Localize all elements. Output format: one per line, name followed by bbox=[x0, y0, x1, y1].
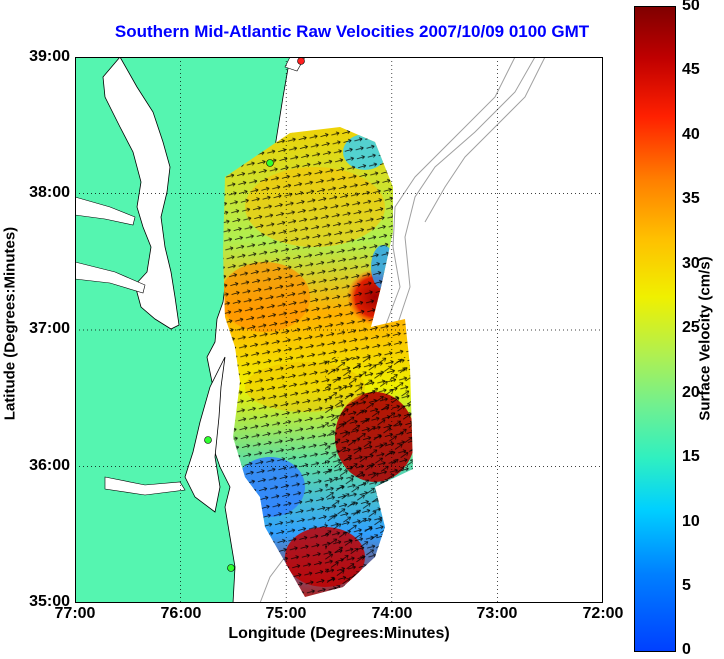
x-tick-label: 74:00 bbox=[371, 605, 413, 622]
river-1 bbox=[75, 196, 136, 226]
colorbar-tick: 45 bbox=[682, 61, 700, 78]
colorbar-tick: 10 bbox=[682, 513, 700, 530]
radar-station-marker[interactable] bbox=[266, 159, 274, 167]
y-tick-label: 35:00 bbox=[29, 593, 70, 610]
x-tick-label: 72:00 bbox=[582, 605, 624, 622]
colorbar-tick: 50 bbox=[682, 0, 700, 14]
y-tick-label: 36:00 bbox=[29, 457, 70, 474]
colorbar bbox=[634, 6, 676, 652]
y-axis-label: Latitude (Degrees:Minutes) bbox=[1, 226, 19, 421]
figure-title: Southern Mid-Atlantic Raw Velocities 200… bbox=[114, 22, 590, 41]
sound-water bbox=[184, 356, 226, 513]
colorbar-tick: 40 bbox=[682, 126, 700, 143]
radar-station-marker[interactable] bbox=[227, 564, 235, 572]
grid-lines bbox=[75, 57, 603, 603]
colorbar-tick: 25 bbox=[682, 319, 700, 336]
x-tick-label: 77:00 bbox=[54, 605, 96, 622]
river-3 bbox=[104, 476, 186, 496]
y-tick-label: 37:00 bbox=[29, 320, 70, 337]
x-axis-label: Longitude (Degrees:Minutes) bbox=[228, 625, 450, 642]
y-tick-label: 39:00 bbox=[29, 48, 70, 65]
river-2 bbox=[75, 261, 146, 294]
radar-station-marker[interactable] bbox=[297, 57, 305, 65]
colorbar-tick: 30 bbox=[682, 255, 700, 272]
depth-contours bbox=[259, 57, 546, 603]
colorbar-tick: 35 bbox=[682, 190, 700, 207]
colorbar-tick: 15 bbox=[682, 448, 700, 465]
x-tick-label: 75:00 bbox=[265, 605, 307, 622]
chesapeake-bay bbox=[102, 57, 180, 330]
y-tick-label: 38:00 bbox=[29, 184, 70, 201]
colorbar-tick: 20 bbox=[682, 384, 700, 401]
map-plot-area[interactable] bbox=[75, 57, 603, 603]
map-svg bbox=[75, 57, 603, 603]
colorbar-label: Surface Velocity (cm/s) bbox=[696, 256, 714, 421]
velocity-field bbox=[223, 127, 413, 597]
x-tick-label: 76:00 bbox=[160, 605, 202, 622]
radar-station-marker[interactable] bbox=[204, 436, 212, 444]
colorbar-tick: 5 bbox=[682, 577, 691, 594]
colorbar-tick: 0 bbox=[682, 641, 691, 658]
x-tick-label: 73:00 bbox=[476, 605, 518, 622]
